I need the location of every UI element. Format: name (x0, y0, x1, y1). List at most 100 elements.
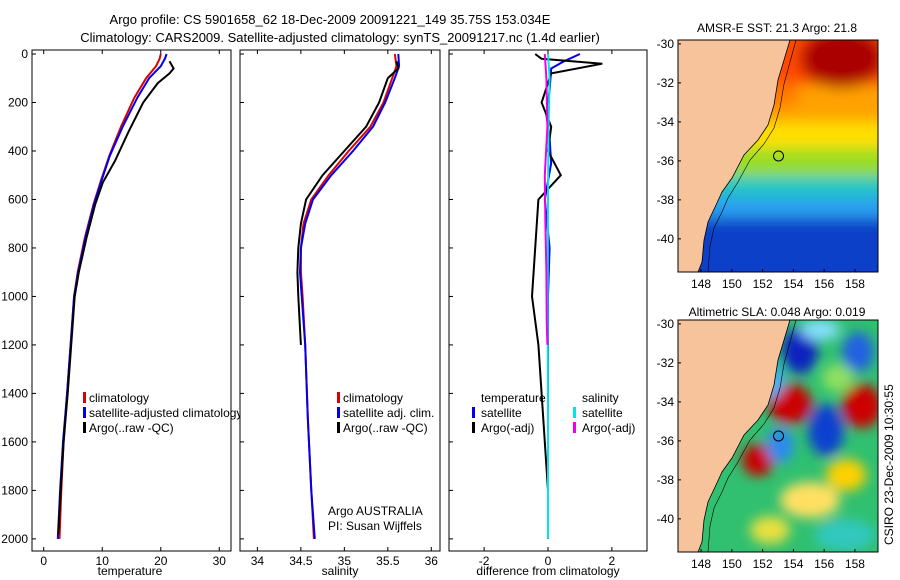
legend-swatch-sal-argo (573, 422, 576, 433)
depth-axis: 0 200 400 600 800 1000 1200 1400 1600 1800 2000 (1, 47, 36, 546)
lat-tick-label: -34 (657, 115, 675, 129)
series-line-temperature-argo-adj- (530, 53, 603, 539)
series-line-argo-raw-qc- (57, 60, 175, 535)
lon-tick-label: 158 (845, 557, 865, 571)
lon-tick-label: 156 (814, 557, 834, 571)
sla-map-title: Altimetric SLA: 0.048 Argo: 0.019 (689, 305, 866, 319)
sla-field (678, 320, 878, 552)
legend-swatch-temp-satellite (472, 407, 475, 418)
lat-tick-label: -32 (657, 76, 675, 90)
credit-label: CSIRO 23-Dec-2009 10:30:55 (882, 384, 896, 545)
legend-swatch-climatology (83, 392, 86, 403)
sla-map-frame (677, 319, 879, 553)
figure-title-line1: Argo profile: CS 5901658_62 18-Dec-2009 … (110, 12, 551, 27)
depth-tick-label: 1000 (1, 289, 28, 303)
lon-tick-label: 150 (722, 277, 742, 291)
legend-label-argo: Argo(..raw -QC) (343, 421, 428, 435)
difference-panel: -2 0 2 difference from climatology tempera… (448, 49, 648, 578)
argo-location-marker (773, 430, 785, 442)
legend-label-temp-satellite: satellite (481, 406, 522, 420)
depth-tick-label: 0 (21, 47, 28, 61)
x-tick-label: 30 (213, 554, 227, 568)
lon-tick-label: 152 (753, 557, 773, 571)
temperature-x-axis: 0 10 20 30 (40, 50, 226, 568)
coastline (697, 320, 791, 552)
difference-xlabel: difference from climatology (476, 564, 619, 578)
x-tick-label: 20 (154, 554, 168, 568)
series-line-salinity-satellite (546, 53, 551, 539)
legend-label-satellite: satellite adj. clim. (343, 406, 434, 420)
lon-tick-label: 152 (753, 277, 773, 291)
legend-heading-salinity: salinity (582, 391, 619, 405)
salinity-axes (239, 49, 441, 552)
legend-swatch-sal-satellite (573, 407, 576, 418)
legend-label-temp-argo: Argo(-adj) (481, 421, 534, 435)
x-tick-label: -2 (479, 554, 490, 568)
salinity-panel: 34 34.5 35 35.5 36 salinity climatology sate… (239, 49, 441, 578)
depth-tick-label: 1200 (1, 338, 28, 352)
x-tick-label: 0 (40, 554, 47, 568)
x-tick-label: 34 (251, 554, 265, 568)
legend-label-sal-argo: Argo(-adj) (582, 421, 635, 435)
salinity-xlabel: salinity (322, 564, 359, 578)
difference-legend-temperature: temperature satellite Argo(-adj) (472, 391, 546, 435)
x-tick-label: 35 (338, 554, 352, 568)
depth-tick-label: 600 (8, 192, 28, 206)
temperature-legend: climatology satellite-adjusted climatolo… (83, 391, 242, 435)
depth-tick-label: 1800 (1, 483, 28, 497)
legend-heading-temperature: temperature (481, 391, 546, 405)
lat-tick-label: -36 (657, 154, 675, 168)
difference-x-axis: -2 0 2 (449, 50, 616, 568)
sst-map-axes: 148 150 152 154 156 158 -30 -32 -34 -36 -38 -40 (657, 37, 866, 291)
lon-tick-label: 158 (845, 277, 865, 291)
series-line-argo-raw-qc- (296, 61, 400, 345)
x-tick-label: 36 (425, 554, 439, 568)
depth-tick-label: 2000 (1, 532, 28, 546)
sst-map-panel: AMSR-E SST: 21.3 Argo: 21.8 148 150 152 154… (657, 21, 879, 291)
x-tick-label: 2 (609, 554, 616, 568)
lat-tick-label: -40 (657, 512, 675, 526)
legend-swatch-argo (337, 422, 340, 433)
difference-legend-salinity: salinity satellite Argo(-adj) (573, 391, 635, 435)
x-tick-label: 0 (545, 554, 552, 568)
depth-tick-label: 1400 (1, 386, 28, 400)
series-line-satellite-adj-clim- (298, 53, 401, 539)
lat-tick-label: -38 (657, 473, 675, 487)
land-mass (678, 320, 790, 552)
lon-tick-label: 150 (722, 557, 742, 571)
lat-tick-label: -30 (657, 37, 675, 51)
lat-tick-label: -30 (657, 317, 675, 331)
legend-swatch-climatology (337, 392, 340, 403)
temperature-axes (31, 49, 232, 552)
argo-location-marker (773, 150, 785, 162)
annotation-pi: PI: Susan Wijffels (328, 519, 422, 533)
depth-tick-label: 200 (8, 95, 28, 109)
depth-tick-label: 400 (8, 144, 28, 158)
legend-swatch-argo (83, 422, 86, 433)
lon-tick-label: 154 (783, 277, 803, 291)
series-line-salinity-argo-adj- (543, 53, 549, 345)
legend-label-climatology: climatology (89, 391, 149, 405)
difference-series (530, 53, 603, 539)
lat-tick-label: -34 (657, 395, 675, 409)
legend-swatch-temp-argo (472, 422, 475, 433)
temperature-xlabel: temperature (98, 564, 163, 578)
legend-swatch-satellite (337, 407, 340, 418)
coastline (697, 40, 791, 272)
salinity-x-axis: 34 34.5 35 35.5 36 (240, 50, 438, 568)
legend-label-satellite: satellite-adjusted climatology (89, 406, 242, 420)
figure-title-line2: Climatology: CARS2009. Satellite-adjuste… (80, 30, 600, 45)
lon-tick-label: 154 (783, 557, 803, 571)
salinity-series (296, 53, 401, 539)
sla-map-axes: 148 150 152 154 156 158 -30 -32 -34 -36 -38 -40 (657, 317, 866, 571)
land-mass (678, 40, 790, 272)
lat-tick-label: -36 (657, 434, 675, 448)
lon-tick-label: 148 (691, 557, 711, 571)
legend-label-climatology: climatology (343, 391, 403, 405)
sla-map-panel: Altimetric SLA: 0.048 Argo: 0.019 (657, 305, 879, 571)
x-tick-label: 35.5 (376, 554, 400, 568)
temperature-series (56, 53, 175, 539)
legend-label-argo: Argo(..raw -QC) (89, 421, 174, 435)
depth-tick-label: 1600 (1, 435, 28, 449)
